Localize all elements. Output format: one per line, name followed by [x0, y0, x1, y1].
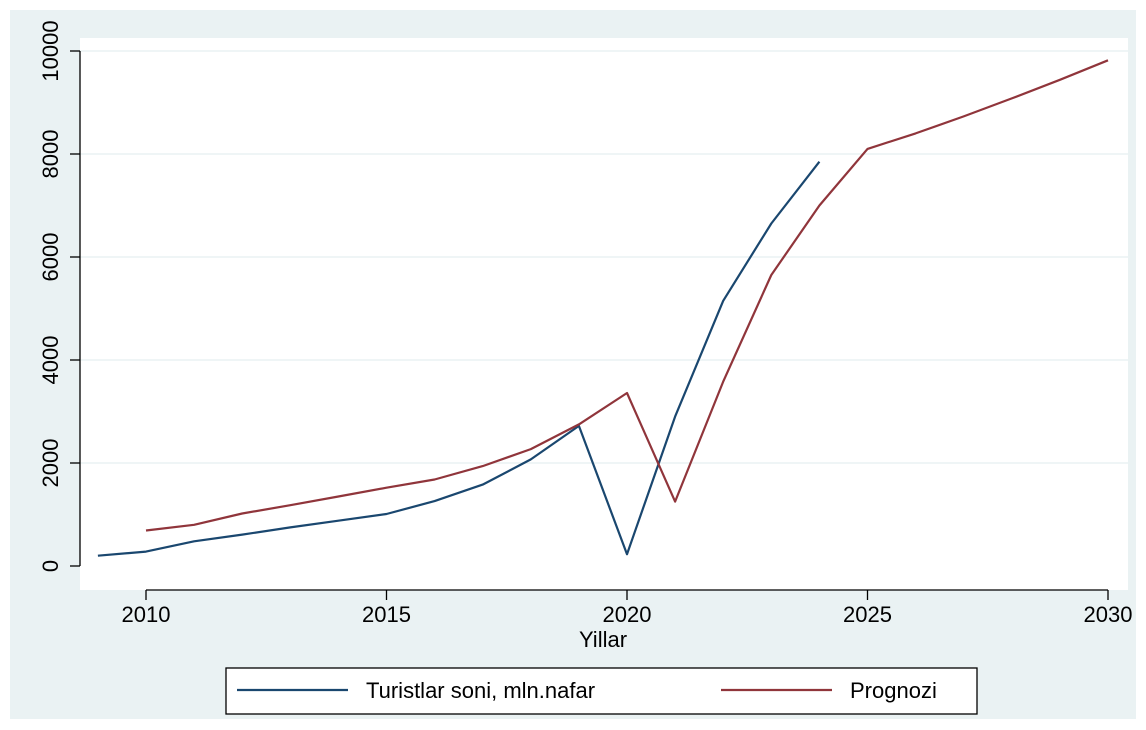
grid	[80, 50, 1128, 464]
axes: 0 2000 4000 6000 8000 10000 2010 2015 2020 2025 20…	[38, 20, 1132, 627]
x-tick-label: 2020	[603, 602, 652, 627]
x-tick-label: 2010	[122, 602, 171, 627]
y-tick-label: 10000	[38, 20, 63, 81]
series-line-2	[145, 59, 1109, 532]
x-tick-label: 2030	[1084, 602, 1133, 627]
legend-label-2: Prognozi	[850, 678, 937, 703]
series-layer	[97, 59, 1109, 557]
x-axis-title: Yillar	[579, 627, 627, 652]
x-tick-label: 2015	[362, 602, 411, 627]
series-line-1	[97, 161, 821, 557]
legend-label-1: Turistlar soni, mln.nafar	[366, 678, 595, 703]
y-tick-label: 0	[38, 560, 63, 572]
y-tick-label: 4000	[38, 336, 63, 385]
legend-box	[225, 667, 978, 715]
plot-area	[80, 38, 1128, 590]
legend: Turistlar soni, mln.nafar Prognozi	[225, 667, 978, 715]
x-tick-label: 2025	[843, 602, 892, 627]
y-tick-label: 6000	[38, 233, 63, 282]
y-tick-label: 2000	[38, 439, 63, 488]
y-tick-label: 8000	[38, 130, 63, 179]
